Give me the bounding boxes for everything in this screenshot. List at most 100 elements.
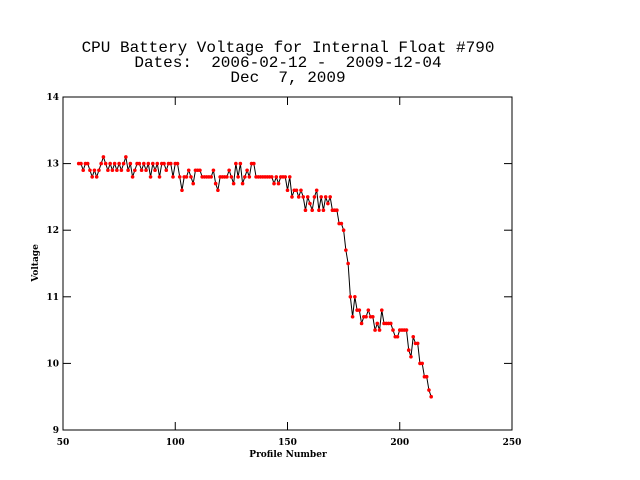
data-point xyxy=(225,175,229,179)
data-point xyxy=(339,221,344,226)
data-point xyxy=(103,161,108,166)
data-point xyxy=(234,161,238,166)
data-point xyxy=(427,388,431,392)
data-point xyxy=(415,341,420,346)
data-point xyxy=(409,354,413,359)
x-tick-label: 50 xyxy=(57,438,70,448)
data-point xyxy=(112,161,117,166)
x-axis-label: Profile Number xyxy=(249,450,327,460)
data-point xyxy=(139,168,144,173)
data-point xyxy=(406,348,411,352)
data-point xyxy=(191,181,196,186)
y-tick-label: 12 xyxy=(46,226,59,236)
data-point xyxy=(213,181,218,186)
data-point xyxy=(314,188,319,193)
y-tick-label: 9 xyxy=(53,426,59,436)
data-point xyxy=(310,208,314,213)
data-point xyxy=(348,295,353,299)
data-point xyxy=(328,195,332,199)
data-point xyxy=(146,161,151,166)
data-point xyxy=(130,175,135,179)
data-point xyxy=(294,188,299,193)
data-point xyxy=(350,314,355,319)
data-point xyxy=(301,195,306,199)
data-point xyxy=(274,175,279,179)
data-point xyxy=(144,168,148,173)
y-tick-label: 14 xyxy=(46,93,59,103)
data-point xyxy=(180,188,184,193)
data-point xyxy=(240,181,245,186)
plot-frame xyxy=(62,96,513,431)
data-point xyxy=(245,168,249,173)
data-point xyxy=(115,168,119,173)
data-point xyxy=(308,201,312,206)
data-point xyxy=(88,168,92,173)
data-point xyxy=(371,314,375,319)
chart-subtitle: Dates: 2006-02-12 - 2009-12-04 xyxy=(134,54,441,72)
data-point xyxy=(153,168,157,173)
data-point xyxy=(321,208,326,213)
x-tick-label: 100 xyxy=(166,438,185,448)
data-point xyxy=(276,181,281,186)
data-point xyxy=(101,155,106,159)
data-point xyxy=(216,188,220,193)
data-point xyxy=(299,188,303,193)
data-point xyxy=(97,168,101,173)
data-point xyxy=(175,161,180,166)
data-point xyxy=(238,161,243,166)
data-point xyxy=(353,295,357,299)
y-tick-label: 11 xyxy=(46,293,59,303)
data-point xyxy=(404,328,409,332)
data-point xyxy=(168,161,173,166)
x-tick-label: 150 xyxy=(278,438,297,448)
data-point xyxy=(252,161,256,166)
data-point xyxy=(359,321,364,326)
data-point xyxy=(81,168,86,173)
data-point xyxy=(312,195,317,199)
data-point xyxy=(326,201,330,206)
data-point xyxy=(344,248,348,252)
chart-title: CPU Battery Voltage for Internal Float #… xyxy=(82,39,495,57)
data-point xyxy=(106,168,110,173)
data-point xyxy=(424,374,429,379)
data-point xyxy=(92,168,97,173)
data-point xyxy=(357,308,362,312)
data-point xyxy=(323,195,328,199)
data-point xyxy=(335,208,339,213)
data-point xyxy=(198,168,202,173)
y-tick-label: 13 xyxy=(46,160,59,170)
data-point xyxy=(341,228,346,232)
y-axis-label: Voltage xyxy=(31,244,41,283)
data-point xyxy=(395,334,400,339)
data-line xyxy=(78,155,432,397)
data-point xyxy=(269,175,274,179)
data-point xyxy=(391,328,395,332)
data-point xyxy=(227,168,231,173)
data-point xyxy=(290,195,294,199)
data-point xyxy=(373,328,377,332)
data-point xyxy=(346,261,350,266)
data-point xyxy=(133,168,137,173)
data-point xyxy=(186,168,191,173)
data-point xyxy=(375,321,380,326)
data-point xyxy=(148,175,153,179)
data-point xyxy=(117,161,121,166)
data-point xyxy=(110,168,115,173)
data-point xyxy=(236,175,240,179)
data-point xyxy=(411,334,416,339)
data-point xyxy=(151,161,155,166)
data-point xyxy=(319,195,323,199)
data-point xyxy=(296,195,301,199)
data-point xyxy=(119,168,124,173)
x-tick-label: 200 xyxy=(390,438,409,448)
chart-date: Dec 7, 2009 xyxy=(230,69,345,87)
data-point xyxy=(99,161,103,166)
data-point xyxy=(164,168,169,173)
data-point xyxy=(287,175,292,179)
x-tick-label: 250 xyxy=(503,438,522,448)
data-point xyxy=(377,328,382,332)
data-point xyxy=(285,188,290,193)
data-point xyxy=(231,181,236,186)
data-point xyxy=(142,161,146,166)
